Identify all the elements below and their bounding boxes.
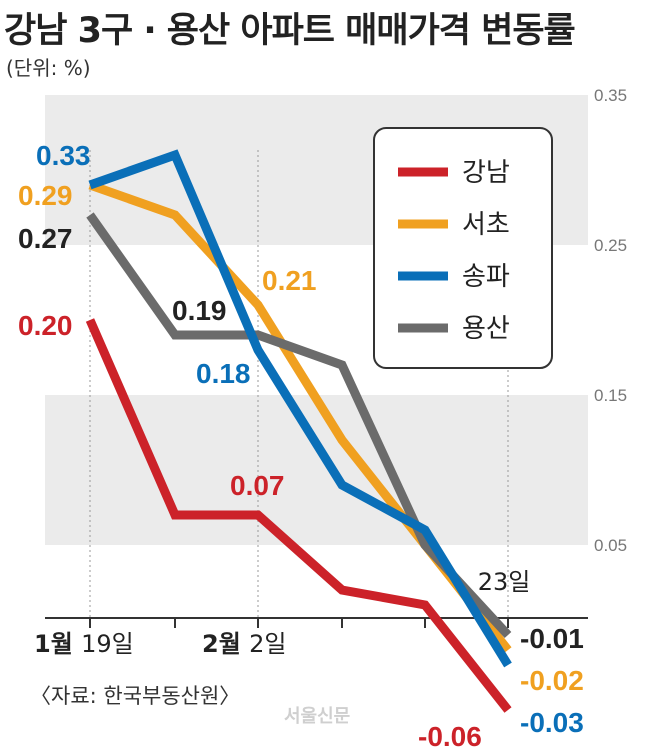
chart-title: 강남 3구 · 용산 아파트 매매가격 변동률 (4, 11, 576, 51)
data-labels: 0.33 0.29 0.27 0.20 0.19 0.21 0.18 0.07 -0.01 -0.… (18, 140, 584, 752)
legend-box (373, 127, 553, 369)
legend-label-송파: 송파 (462, 262, 510, 292)
data-label-송파: 0.18 (196, 358, 251, 389)
unit-label: (단위: %) (6, 56, 91, 80)
y-tick-label: 0.15 (594, 386, 627, 405)
data-label-용산: 0.27 (18, 223, 73, 254)
legend-label-용산: 용산 (462, 314, 510, 344)
watermark: 서울신문 (284, 706, 351, 727)
source-note: 〈자료: 한국부동산원〉 (30, 684, 241, 708)
y-tick-label: 0.35 (594, 86, 627, 105)
data-label-강남: 0.07 (230, 470, 285, 501)
series-line-강남 (85, 318, 512, 713)
x-tick-label: 1월 19일 (34, 630, 134, 658)
legend-label-강남: 강남 (462, 158, 510, 188)
date-guide-lines (89, 150, 509, 618)
data-label-용산: 0.19 (172, 295, 227, 326)
data-label-서초: -0.02 (520, 665, 584, 696)
data-label-용산: -0.01 (520, 623, 584, 654)
y-axis-ticks: 0.05 0.15 0.25 0.35 (594, 86, 627, 555)
y-tick-label: 0.05 (594, 536, 627, 555)
data-label-서초: 0.21 (262, 265, 317, 296)
data-label-강남: 0.20 (18, 310, 73, 341)
x-tick-label: 2월 2일 (202, 630, 287, 658)
y-tick-label: 0.25 (594, 236, 627, 255)
x-tick-label: 23일 (478, 568, 531, 596)
legend-label-서초: 서초 (462, 210, 510, 240)
data-label-강남: -0.06 (418, 721, 482, 752)
grid-band-0 (45, 395, 588, 545)
series-lines (85, 149, 512, 713)
data-label-송파: -0.03 (520, 707, 584, 738)
data-label-송파: 0.33 (36, 140, 91, 171)
data-label-서초: 0.29 (18, 180, 73, 211)
series-line-송파 (88, 149, 512, 668)
